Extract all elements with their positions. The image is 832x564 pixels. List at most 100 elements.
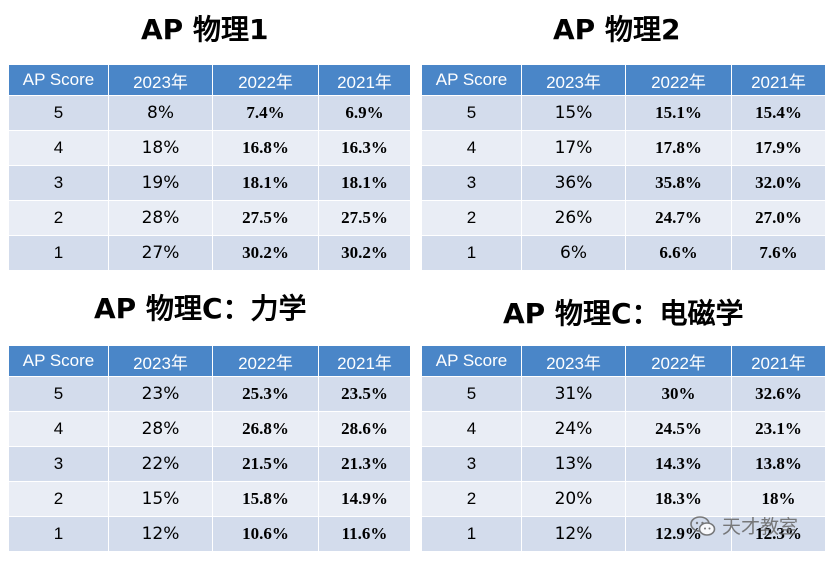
watermark: 天才教室 (690, 512, 798, 539)
header-ap-score: AP Score (8, 64, 109, 96)
cell-2021: 32.6% (731, 376, 826, 412)
cell-2022: 12.9% (625, 516, 732, 552)
header-ap-score: AP Score (421, 345, 522, 377)
cell-2022: 10.6% (212, 516, 319, 552)
score-table-physics-c-mechanics: AP Score 2023年 2022年 2021年 5 23% 25.3% 2… (8, 345, 411, 552)
panel-title-physics-1: AP 物理1 (141, 13, 269, 46)
cell-score: 2 (8, 481, 109, 517)
cell-2022: 24.7% (625, 200, 732, 236)
table-row: 3 36% 35.8% 32.0% (421, 165, 826, 201)
cell-2022: 30% (625, 376, 732, 412)
cell-score: 4 (8, 130, 109, 166)
cell-2023: 12% (521, 516, 626, 552)
table-row: 3 13% 14.3% 13.8% (421, 446, 826, 482)
score-table-physics-2: AP Score 2023年 2022年 2021年 5 15% 15.1% 1… (421, 64, 826, 271)
cell-2021: 30.2% (318, 235, 411, 271)
cell-2023: 15% (521, 95, 626, 131)
wechat-icon (690, 515, 716, 536)
header-2023: 2023年 (521, 345, 626, 377)
header-2021: 2021年 (318, 345, 411, 377)
table-header-row: AP Score 2023年 2022年 2021年 (421, 345, 826, 377)
cell-2022: 6.6% (625, 235, 732, 271)
cell-2023: 28% (108, 200, 213, 236)
cell-2021: 27.0% (731, 200, 826, 236)
cell-2021: 6.9% (318, 95, 411, 131)
table-row: 4 28% 26.8% 28.6% (8, 411, 411, 447)
cell-2023: 6% (521, 235, 626, 271)
cell-score: 2 (421, 481, 522, 517)
cell-score: 3 (8, 446, 109, 482)
panel-title-physics-c-mechanics: AP 物理C：力学 (94, 292, 307, 325)
cell-score: 5 (8, 95, 109, 131)
cell-2023: 17% (521, 130, 626, 166)
cell-2022: 17.8% (625, 130, 732, 166)
table-row: 4 18% 16.8% 16.3% (8, 130, 411, 166)
cell-score: 2 (421, 200, 522, 236)
cell-score: 5 (8, 376, 109, 412)
panel-title-physics-c-em: AP 物理C：电磁学 (503, 297, 744, 330)
cell-2021: 28.6% (318, 411, 411, 447)
table-row: 2 28% 27.5% 27.5% (8, 200, 411, 236)
cell-2023: 36% (521, 165, 626, 201)
cell-2023: 13% (521, 446, 626, 482)
cell-score: 3 (8, 165, 109, 201)
table-header-row: AP Score 2023年 2022年 2021年 (8, 64, 411, 96)
cell-2021: 14.9% (318, 481, 411, 517)
cell-score: 2 (8, 200, 109, 236)
header-2023: 2023年 (521, 64, 626, 96)
cell-2021: 23.5% (318, 376, 411, 412)
cell-2022: 7.4% (212, 95, 319, 131)
cell-score: 5 (421, 376, 522, 412)
table-row: 5 31% 30% 32.6% (421, 376, 826, 412)
table-row: 2 20% 18.3% 18% (421, 481, 826, 517)
table-row: 4 24% 24.5% 23.1% (421, 411, 826, 447)
cell-score: 4 (8, 411, 109, 447)
cell-2021: 18% (731, 481, 826, 517)
table-row: 1 12% 12.9% 12.3% (421, 516, 826, 552)
cell-2023: 20% (521, 481, 626, 517)
cell-2023: 27% (108, 235, 213, 271)
table-row: 3 19% 18.1% 18.1% (8, 165, 411, 201)
cell-2023: 22% (108, 446, 213, 482)
cell-2023: 19% (108, 165, 213, 201)
header-2021: 2021年 (731, 64, 826, 96)
table-row: 4 17% 17.8% 17.9% (421, 130, 826, 166)
cell-2023: 23% (108, 376, 213, 412)
cell-2021: 12.3% (731, 516, 826, 552)
cell-2023: 8% (108, 95, 213, 131)
cell-2021: 27.5% (318, 200, 411, 236)
header-ap-score: AP Score (421, 64, 522, 96)
header-2022: 2022年 (212, 345, 319, 377)
cell-2021: 13.8% (731, 446, 826, 482)
header-2023: 2023年 (108, 345, 213, 377)
cell-2022: 14.3% (625, 446, 732, 482)
cell-2022: 18.3% (625, 481, 732, 517)
cell-2021: 23.1% (731, 411, 826, 447)
table-row: 1 27% 30.2% 30.2% (8, 235, 411, 271)
header-2021: 2021年 (318, 64, 411, 96)
cell-2022: 15.8% (212, 481, 319, 517)
cell-2023: 26% (521, 200, 626, 236)
cell-score: 3 (421, 446, 522, 482)
cell-2022: 24.5% (625, 411, 732, 447)
cell-2023: 15% (108, 481, 213, 517)
table-row: 5 23% 25.3% 23.5% (8, 376, 411, 412)
cell-score: 3 (421, 165, 522, 201)
table-row: 1 6% 6.6% 7.6% (421, 235, 826, 271)
cell-2021: 18.1% (318, 165, 411, 201)
table-header-row: AP Score 2023年 2022年 2021年 (421, 64, 826, 96)
table-row: 3 22% 21.5% 21.3% (8, 446, 411, 482)
header-2023: 2023年 (108, 64, 213, 96)
cell-2022: 15.1% (625, 95, 732, 131)
table-row: 2 26% 24.7% 27.0% (421, 200, 826, 236)
header-2022: 2022年 (625, 345, 732, 377)
panel-title-physics-2: AP 物理2 (553, 13, 681, 46)
table-row: 5 15% 15.1% 15.4% (421, 95, 826, 131)
table-row: 1 12% 10.6% 11.6% (8, 516, 411, 552)
cell-2022: 27.5% (212, 200, 319, 236)
header-ap-score: AP Score (8, 345, 109, 377)
cell-2023: 28% (108, 411, 213, 447)
table-header-row: AP Score 2023年 2022年 2021年 (8, 345, 411, 377)
table-row: 2 15% 15.8% 14.9% (8, 481, 411, 517)
cell-2023: 18% (108, 130, 213, 166)
